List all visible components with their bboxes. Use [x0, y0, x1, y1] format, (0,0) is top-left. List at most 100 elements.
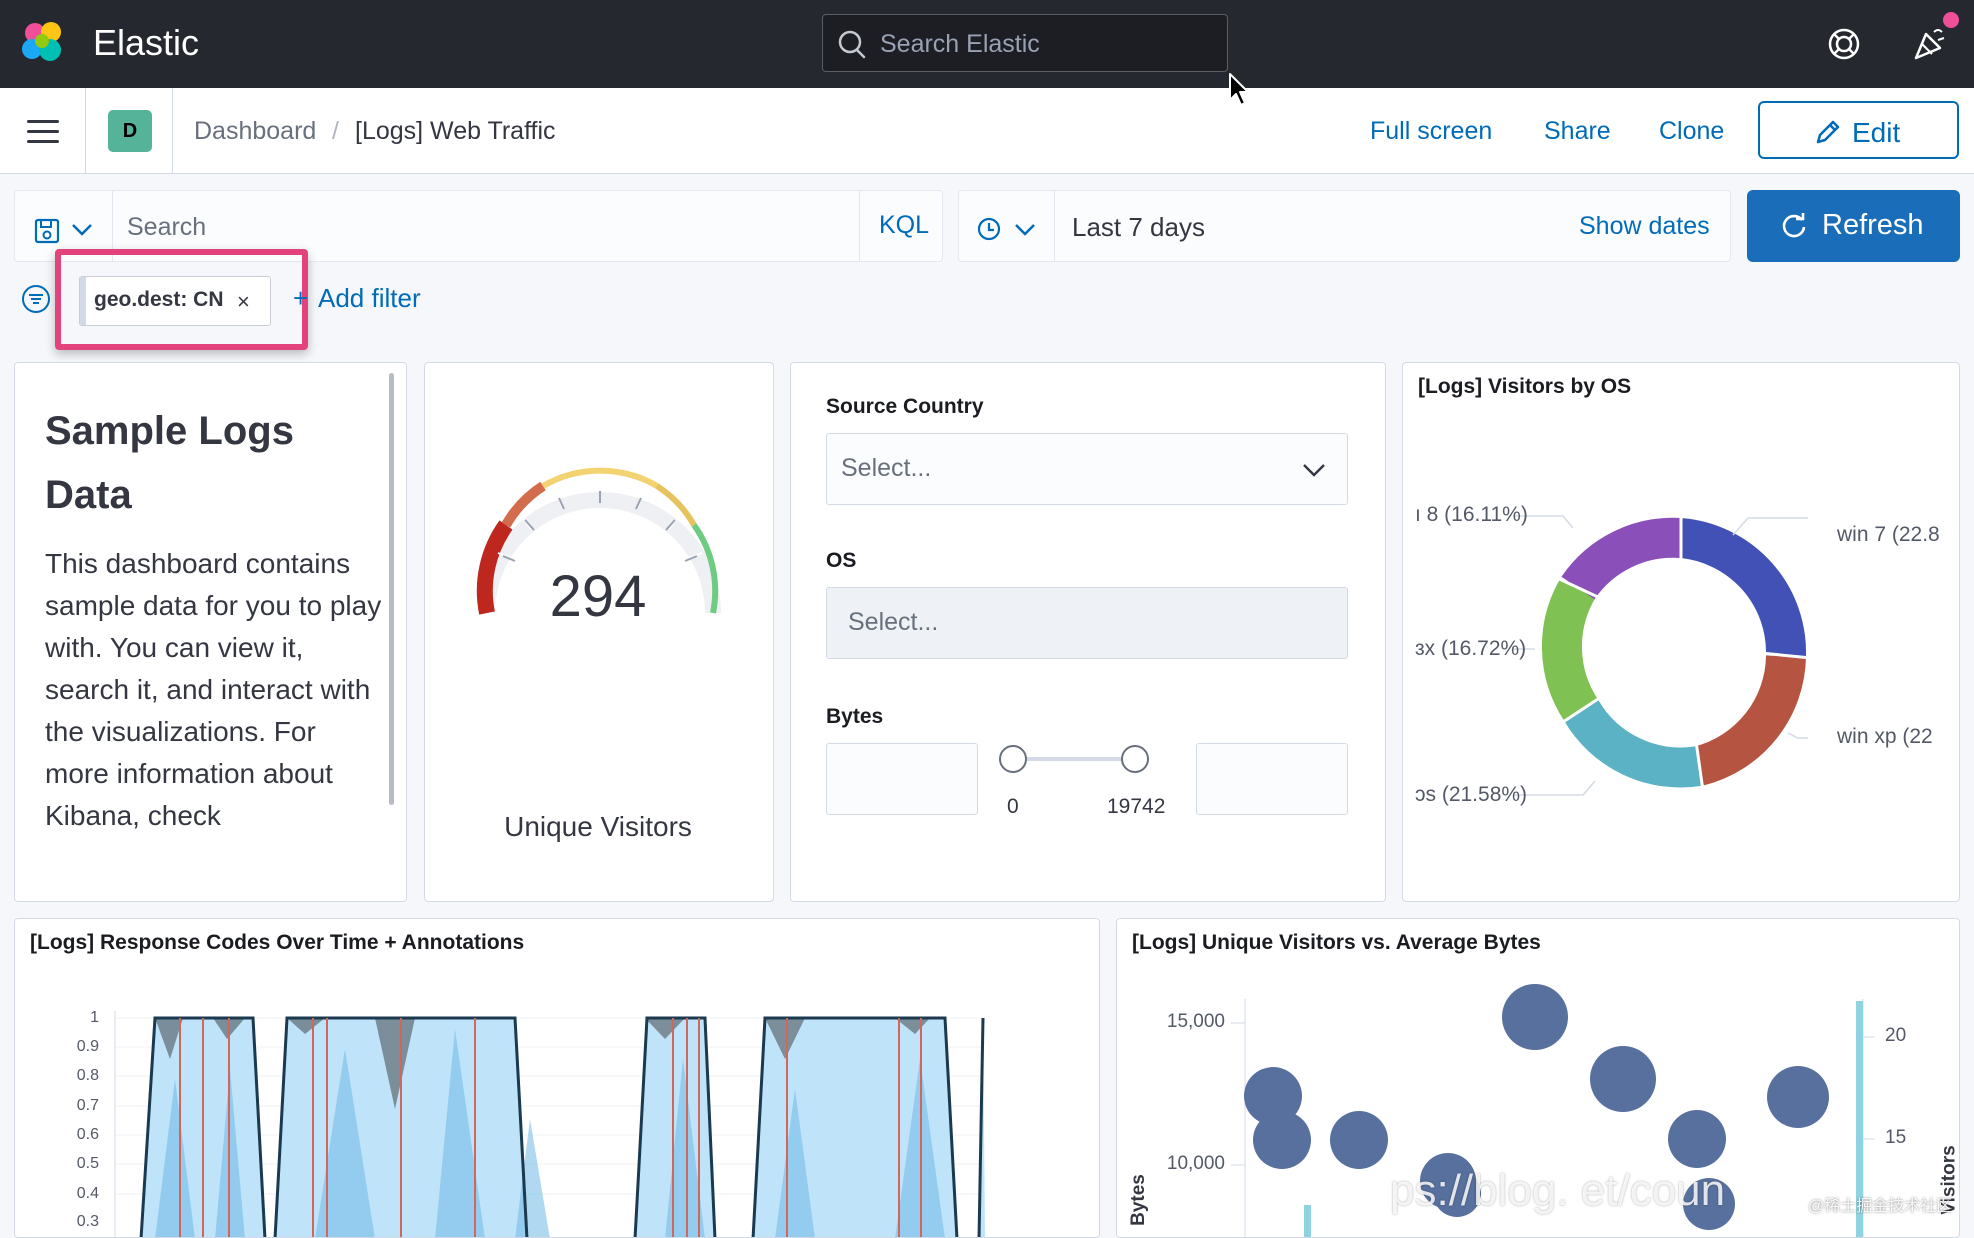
- query-search-input[interactable]: Search: [127, 213, 207, 241]
- add-filter-plus[interactable]: +: [293, 283, 309, 313]
- edit-button[interactable]: Edit: [1758, 101, 1959, 159]
- area-chart: [114, 1011, 985, 1237]
- controls-panel: Source Country Select... OS Select... By…: [790, 362, 1386, 902]
- brand-name[interactable]: Elastic: [93, 22, 200, 63]
- saved-query-button[interactable]: [15, 191, 113, 261]
- y-tick: 1: [90, 1009, 99, 1026]
- watermark-credit: @稀土掘金技术社区: [1808, 1198, 1953, 1215]
- filter-pill[interactable]: geo.dest: CN ×: [79, 276, 271, 326]
- os-placeholder: Select...: [848, 608, 939, 636]
- bytes-slider-track[interactable]: [1003, 757, 1127, 761]
- bytes-max-tick: 19742: [1107, 795, 1166, 818]
- gauge-band-amber: [655, 483, 697, 527]
- date-picker: Last 7 days Show dates: [958, 190, 1731, 262]
- menu-button[interactable]: [0, 88, 86, 174]
- source-country-label: Source Country: [826, 395, 984, 418]
- visitors-by-os-panel: [Logs] Visitors by OS ı 8 (16.11%) win 7…: [1402, 362, 1960, 902]
- response-codes-panel: [Logs] Response Codes Over Time + Annota…: [14, 918, 1100, 1238]
- menu-bar-icon: [27, 120, 59, 123]
- legend-win7[interactable]: win 7 (22.8: [1837, 523, 1940, 546]
- search-icon: [838, 30, 866, 59]
- donut-slice-osx[interactable]: [1541, 577, 1599, 722]
- dashboard-nav: D Dashboard / [Logs] Web Traffic Full sc…: [0, 88, 1974, 174]
- date-range-label[interactable]: Last 7 days: [1072, 212, 1205, 242]
- chevron-down-icon: [1303, 464, 1325, 477]
- os-label: OS: [826, 549, 857, 572]
- y-tick-right: 15: [1885, 1127, 1907, 1148]
- panel-title: [Logs] Response Codes Over Time + Annota…: [30, 931, 525, 954]
- show-dates-link[interactable]: Show dates: [1579, 212, 1710, 240]
- filter-pill-label[interactable]: geo.dest: CN: [94, 288, 224, 311]
- chevron-down-icon: [1015, 224, 1035, 236]
- markdown-title: Sample Logs Data: [45, 409, 294, 517]
- pencil-icon: [1816, 120, 1840, 144]
- y-tick: 0.7: [76, 1097, 99, 1114]
- edit-button-label: Edit: [1852, 117, 1901, 148]
- panel-title: [Logs] Visitors by OS: [1418, 375, 1632, 398]
- bubble-chart: [1231, 984, 1875, 1237]
- global-search-placeholder: Search Elastic: [880, 30, 1040, 58]
- filter-options-icon[interactable]: [20, 283, 52, 315]
- scrollbar[interactable]: [389, 373, 394, 805]
- save-icon: [34, 218, 60, 244]
- highlight-annotation: [55, 249, 308, 350]
- space-avatar[interactable]: D: [108, 110, 152, 152]
- gauge-panel: 294 Unique Visitors: [424, 362, 774, 902]
- gauge-band-green: [691, 523, 719, 614]
- help-icon[interactable]: [1826, 26, 1862, 62]
- gauge-band-yellow: [541, 467, 659, 489]
- refresh-button[interactable]: Refresh: [1747, 190, 1960, 262]
- y-tick: 0.5: [76, 1155, 99, 1172]
- gauge-band-orange: [501, 481, 546, 528]
- source-country-placeholder: Select...: [841, 454, 932, 482]
- gauge-label: Unique Visitors: [504, 811, 692, 842]
- gauge-chart: [476, 467, 721, 615]
- legend-ios[interactable]: ɔs (21.58%): [1415, 783, 1528, 806]
- full-screen-link[interactable]: Full screen: [1370, 117, 1493, 145]
- menu-bar-icon: [27, 130, 59, 133]
- donut-slice-win7[interactable]: [1678, 518, 1807, 657]
- elastic-logo-icon[interactable]: [20, 20, 66, 66]
- y-tick: 0.4: [76, 1185, 99, 1202]
- donut-slice-winxp[interactable]: [1693, 655, 1806, 786]
- source-country-select[interactable]: Select...: [826, 433, 1348, 505]
- menu-bar-icon: [27, 140, 59, 143]
- y-tick-right: 20: [1885, 1025, 1907, 1046]
- divider: [172, 88, 173, 174]
- breadcrumb-dashboard[interactable]: Dashboard: [194, 117, 317, 145]
- bytes-min-tick: 0: [1007, 795, 1019, 818]
- y-tick-left: 15,000: [1166, 1011, 1225, 1032]
- legend-osx[interactable]: ɜx (16.72%): [1415, 637, 1527, 660]
- chevron-down-icon: [72, 224, 92, 236]
- top-header: Elastic Search Elastic: [0, 0, 1974, 88]
- y-tick: 0.6: [76, 1126, 99, 1143]
- divider: [859, 191, 860, 261]
- global-search-input[interactable]: Search Elastic: [822, 14, 1228, 72]
- breadcrumb-current: [Logs] Web Traffic: [355, 117, 556, 145]
- gauge-band-red: [476, 520, 513, 615]
- bytes-slider-max-handle[interactable]: [1121, 745, 1149, 773]
- kql-toggle-button[interactable]: KQL: [879, 211, 930, 239]
- markdown-panel: Sample Logs Data This dashboard contains…: [14, 362, 407, 902]
- donut-chart: [1513, 513, 1812, 796]
- donut-slice-win8[interactable]: [1561, 517, 1683, 600]
- clone-link[interactable]: Clone: [1659, 117, 1725, 145]
- refresh-button-label: Refresh: [1822, 209, 1924, 241]
- newsfeed-icon[interactable]: [1912, 24, 1948, 62]
- os-select[interactable]: Select...: [826, 587, 1348, 659]
- y-tick: 0.8: [76, 1067, 99, 1084]
- breadcrumb-separator: /: [332, 117, 339, 145]
- panel-title: [Logs] Unique Visitors vs. Average Bytes: [1132, 931, 1541, 954]
- legend-win8[interactable]: ı 8 (16.11%): [1415, 503, 1528, 526]
- notification-dot: [1943, 12, 1959, 28]
- bytes-min-input[interactable]: [826, 743, 978, 815]
- bytes-max-input[interactable]: [1196, 743, 1348, 815]
- share-link[interactable]: Share: [1544, 117, 1611, 145]
- close-icon[interactable]: ×: [237, 289, 250, 314]
- legend-winxp[interactable]: win xp (22: [1837, 725, 1933, 748]
- quick-date-button[interactable]: [959, 191, 1055, 261]
- add-filter-link[interactable]: Add filter: [318, 283, 421, 313]
- donut-slice-ios[interactable]: [1563, 699, 1703, 788]
- mouse-cursor-icon: [1229, 73, 1249, 106]
- bytes-slider-min-handle[interactable]: [999, 745, 1027, 773]
